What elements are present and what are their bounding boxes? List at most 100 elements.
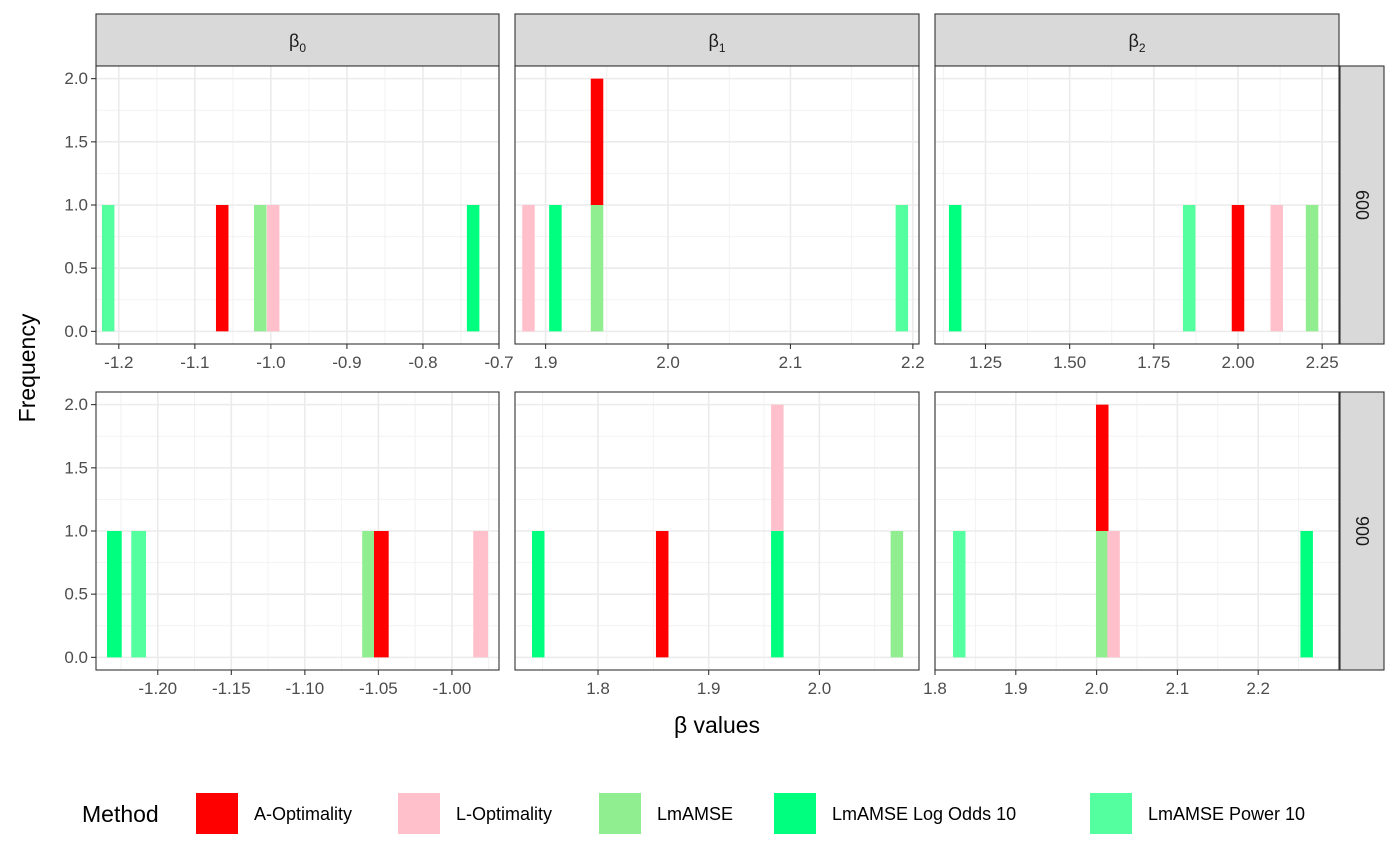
column-strip-label-1: β1 <box>708 31 725 55</box>
column-strip-subscript-0: 0 <box>299 41 306 55</box>
bar-l-optimality <box>1270 205 1283 332</box>
bar-l-optimality <box>473 531 488 658</box>
y-axis-title: Frequency <box>14 313 40 422</box>
y-tick-label: 0.5 <box>64 259 88 278</box>
bar-a-optimality <box>215 205 229 332</box>
bar-lmamse-power-10 <box>952 531 966 658</box>
x-tick-label: 1.9 <box>1004 679 1028 698</box>
x-tick-label: -1.00 <box>433 679 472 698</box>
y-tick-label: 0.0 <box>64 322 88 341</box>
x-tick-label: -1.0 <box>256 353 285 372</box>
bar-lmamse-log-odds-10 <box>948 205 962 332</box>
x-tick-label: 1.9 <box>534 353 558 372</box>
legend-label-4: LmAMSE Power 10 <box>1148 804 1305 824</box>
row-strip-1 <box>1339 391 1385 671</box>
x-tick-label: -0.7 <box>484 353 513 372</box>
legend-key-4 <box>1090 793 1132 834</box>
bar-l-optimality <box>1107 531 1120 658</box>
row-strip-label-1: 900 <box>1352 516 1372 546</box>
bar-lmamse <box>253 205 267 332</box>
legend-key-2 <box>599 793 641 834</box>
column-strip-0 <box>95 13 500 67</box>
panel-border <box>514 391 920 671</box>
bar-lmamse-log-odds-10 <box>549 205 562 332</box>
panel-600-col2: 1.25 1.50 1.75 2.00 2.25 <box>934 65 1340 372</box>
x-tick-label: 2.0 <box>1085 679 1109 698</box>
x-tick-label: -1.2 <box>104 353 133 372</box>
column-strip-subscript-2: 2 <box>1139 41 1146 55</box>
bar-lmamse-power-10 <box>131 531 147 658</box>
bar-a-optimality <box>1096 404 1109 531</box>
x-tick-label: -1.20 <box>138 679 177 698</box>
legend: Method A-Optimality L-Optimality LmAMSE LmA… <box>82 793 1305 834</box>
x-tick-label: -1.05 <box>359 679 398 698</box>
legend-title: Method <box>82 801 159 827</box>
x-tick-label: 2.2 <box>901 353 925 372</box>
legend-label-2: LmAMSE <box>657 804 733 824</box>
y-tick-label: 1.5 <box>64 458 88 477</box>
panel-900-col2: 1.8 1.9 2.0 2.1 2.2 <box>923 391 1340 698</box>
x-tick-label: 2.0 <box>808 679 832 698</box>
bar-l-optimality <box>771 404 784 531</box>
x-tick-label: 1.8 <box>923 679 947 698</box>
x-tick-label: -1.1 <box>180 353 209 372</box>
x-tick-label: 1.9 <box>697 679 721 698</box>
bar-a-optimality <box>590 78 604 205</box>
legend-key-1 <box>398 793 440 834</box>
bar-l-optimality <box>266 205 280 332</box>
panel-900-col0: 0.0 0.5 1.0 1.5 2.0 -1.20 -1.15 -1.10 -1.05 -1.00 <box>64 391 500 698</box>
x-tick-label: -0.8 <box>408 353 437 372</box>
bar-a-optimality <box>655 531 669 658</box>
bar-lmamse-log-odds-10 <box>771 531 784 658</box>
x-tick-label: -0.9 <box>332 353 361 372</box>
bar-l-optimality <box>522 205 535 332</box>
bar-lmamse-power-10 <box>895 205 909 332</box>
column-strip-symbol-0: β <box>289 31 299 51</box>
y-tick-label: 1.0 <box>64 196 88 215</box>
bar-lmamse-log-odds-10 <box>1300 531 1313 658</box>
bar-lmamse <box>590 205 604 332</box>
bar-a-optimality <box>373 531 389 658</box>
x-tick-label: 1.8 <box>586 679 610 698</box>
x-axis-title: β values <box>674 712 760 738</box>
y-tick-label: 2.0 <box>64 395 88 414</box>
bar-lmamse <box>890 531 904 658</box>
column-strip-1 <box>514 13 920 67</box>
legend-label-1: L-Optimality <box>456 804 552 824</box>
bar-lmamse-log-odds-10 <box>466 205 480 332</box>
bar-lmamse <box>1096 531 1109 658</box>
panel-border <box>934 65 1340 345</box>
panel-border <box>934 391 1340 671</box>
row-strip-0 <box>1339 65 1385 345</box>
x-tick-label: 1.50 <box>1053 353 1086 372</box>
y-tick-label: 1.0 <box>64 522 88 541</box>
x-tick-label: -1.15 <box>212 679 251 698</box>
column-strip-symbol-2: β <box>1128 31 1138 51</box>
y-tick-label: 1.5 <box>64 132 88 151</box>
y-tick-label: 0.5 <box>64 585 88 604</box>
x-tick-label: 2.1 <box>1166 679 1190 698</box>
column-strip-subscript-1: 1 <box>719 41 726 55</box>
x-tick-label: 2.1 <box>779 353 803 372</box>
legend-label-3: LmAMSE Log Odds 10 <box>832 804 1016 824</box>
row-strip-label-0: 600 <box>1352 190 1372 220</box>
bar-lmamse <box>1305 205 1319 332</box>
bar-lmamse-log-odds-10 <box>531 531 545 658</box>
x-tick-label: -1.10 <box>285 679 324 698</box>
x-tick-label: 2.25 <box>1306 353 1339 372</box>
bar-lmamse-power-10 <box>1182 205 1196 332</box>
x-tick-label: 2.2 <box>1246 679 1270 698</box>
legend-key-0 <box>196 793 238 834</box>
x-tick-label: 1.75 <box>1137 353 1170 372</box>
y-tick-label: 0.0 <box>64 648 88 667</box>
column-strip-label-0: β0 <box>289 31 306 55</box>
column-strip-symbol-1: β <box>708 31 718 51</box>
column-strip-2 <box>934 13 1340 67</box>
panel-600-col0: 0.0 0.5 1.0 1.5 2.0 -1.2 -1.1 -1.0 -0.9 -0.8 -0.7 <box>64 65 514 372</box>
bar-lmamse-log-odds-10 <box>107 531 122 658</box>
legend-label-0: A-Optimality <box>254 804 352 824</box>
y-tick-label: 2.0 <box>64 69 88 88</box>
bar-a-optimality <box>1231 205 1245 332</box>
